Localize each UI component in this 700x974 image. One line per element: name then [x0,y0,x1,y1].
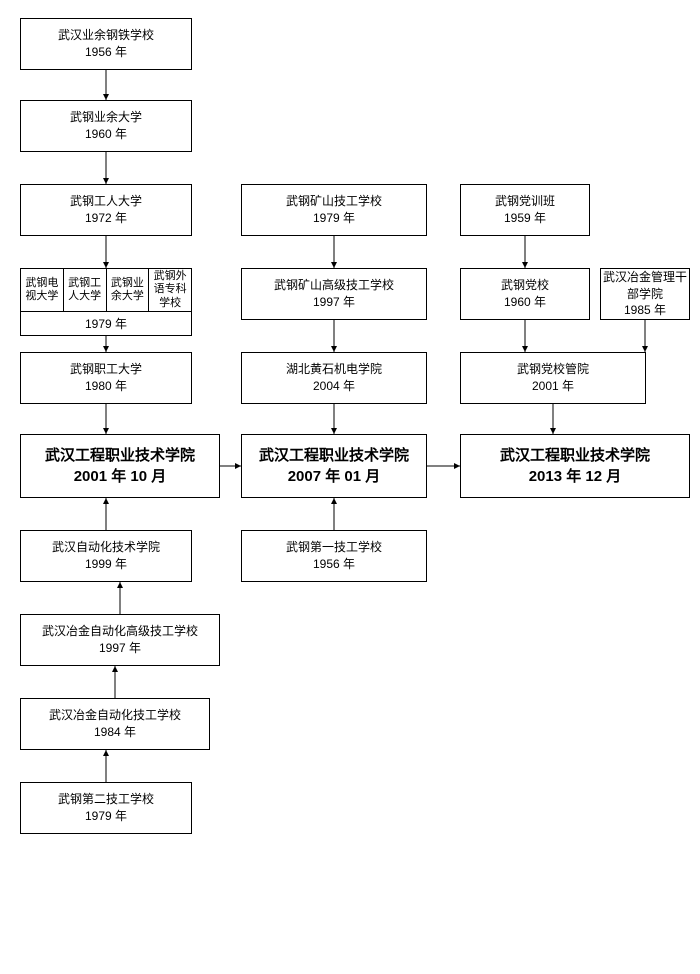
node-n6: 武汉工程职业技术学院 2001 年 10 月 [20,434,220,498]
node-title: 湖北黄石机电学院 [286,361,382,378]
node-title: 武汉工程职业技术学院 [500,445,650,466]
node-n7: 武汉自动化技术学院 1999 年 [20,530,192,582]
node-year: 2004 年 [313,378,355,395]
node-year: 1960 年 [504,294,546,311]
node-n9: 武汉冶金自动化技工学校 1984 年 [20,698,210,750]
node-year: 1959 年 [504,210,546,227]
node-year: 1999 年 [85,556,127,573]
node-r3: 武钢党校管院 2001 年 [460,352,646,404]
node-title: 武钢第二技工学校 [58,791,154,808]
split-cell-d: 武钢外语专科学校 [149,269,191,311]
node-year: 1956 年 [85,44,127,61]
node-title: 武汉工程职业技术学院 [259,445,409,466]
node-title: 武汉自动化技术学院 [52,539,160,556]
node-title: 武汉冶金自动化高级技工学校 [42,623,198,640]
node-n8: 武汉冶金自动化高级技工学校 1997 年 [20,614,220,666]
node-year: 1956 年 [313,556,355,573]
node-year: 1984 年 [94,724,136,741]
node-title: 武汉工程职业技术学院 [45,445,195,466]
node-r1: 武钢党训班 1959 年 [460,184,590,236]
split-row: 武钢电视大学 武钢工人大学 武钢业余大学 武钢外语专科学校 [21,269,191,311]
node-year: 1972 年 [85,210,127,227]
node-m2: 武钢矿山高级技工学校 1997 年 [241,268,427,320]
node-r2: 武钢党校 1960 年 [460,268,590,320]
node-title: 武钢工人大学 [70,193,142,210]
node-n5: 武钢职工大学 1980 年 [20,352,192,404]
split-cell-b: 武钢工人大学 [64,269,107,311]
node-n3: 武钢工人大学 1972 年 [20,184,192,236]
node-m4: 武汉工程职业技术学院 2007 年 01 月 [241,434,427,498]
node-title: 武钢矿山技工学校 [286,193,382,210]
node-year: 2001 年 10 月 [74,466,167,487]
node-year: 1960 年 [85,126,127,143]
node-title: 武钢党训班 [495,193,555,210]
node-title: 武汉冶金自动化技工学校 [49,707,181,724]
node-r2b: 武汉冶金管理干部学院 1985 年 [600,268,690,320]
node-year: 1979 年 [85,808,127,825]
split-year: 1979 年 [21,311,191,335]
node-r4: 武汉工程职业技术学院 2013 年 12 月 [460,434,690,498]
node-year: 2007 年 01 月 [288,466,381,487]
node-year: 1985 年 [624,302,666,319]
node-title: 武钢业余大学 [70,109,142,126]
node-title: 武钢职工大学 [70,361,142,378]
node-m1: 武钢矿山技工学校 1979 年 [241,184,427,236]
node-title: 武钢第一技工学校 [286,539,382,556]
node-n4: 武钢电视大学 武钢工人大学 武钢业余大学 武钢外语专科学校 1979 年 [20,268,192,336]
split-cell-c: 武钢业余大学 [107,269,150,311]
node-year: 2001 年 [532,378,574,395]
node-year: 1980 年 [85,378,127,395]
node-year: 2013 年 12 月 [529,466,622,487]
node-title: 武汉冶金管理干部学院 [601,269,689,303]
node-m3: 湖北黄石机电学院 2004 年 [241,352,427,404]
node-n1: 武汉业余钢铁学校 1956 年 [20,18,192,70]
node-m5: 武钢第一技工学校 1956 年 [241,530,427,582]
node-year: 1979 年 [313,210,355,227]
node-n2: 武钢业余大学 1960 年 [20,100,192,152]
node-title: 武钢党校 [501,277,549,294]
node-title: 武钢党校管院 [517,361,589,378]
node-title: 武钢矿山高级技工学校 [274,277,394,294]
node-year: 1997 年 [313,294,355,311]
node-n10: 武钢第二技工学校 1979 年 [20,782,192,834]
node-year: 1997 年 [99,640,141,657]
split-cell-a: 武钢电视大学 [21,269,64,311]
node-title: 武汉业余钢铁学校 [58,27,154,44]
